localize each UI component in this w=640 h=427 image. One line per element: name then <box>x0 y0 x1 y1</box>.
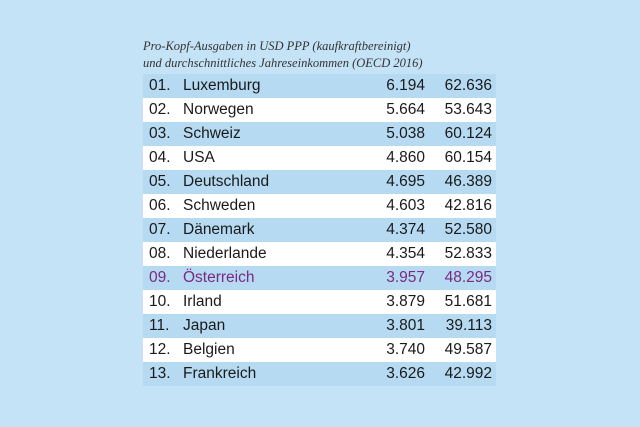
rank-cell: 06. <box>149 197 171 214</box>
income-cell: 60.124 <box>444 125 492 142</box>
table-row: 05. Deutschland 4.695 46.389 <box>143 170 496 194</box>
rank-cell: 03. <box>149 125 171 142</box>
table-row: 01. Luxemburg 6.194 62.636 <box>143 74 496 98</box>
table-row: 04. USA 4.860 60.154 <box>143 146 496 170</box>
caption-line-2: und durchschnittliches Jahreseinkommen (… <box>143 56 423 70</box>
spending-cell: 3.879 <box>386 293 425 310</box>
table-row: 12. Belgien 3.740 49.587 <box>143 338 496 362</box>
country-cell: Schweden <box>183 197 256 214</box>
rank-cell: 10. <box>149 293 171 310</box>
table-row: 07. Dänemark 4.374 52.580 <box>143 218 496 242</box>
rank-cell: 05. <box>149 173 171 190</box>
country-cell: USA <box>183 149 215 166</box>
country-cell: Dänemark <box>183 221 255 238</box>
country-cell: Belgien <box>183 341 235 358</box>
income-cell: 51.681 <box>444 293 492 310</box>
spending-cell: 6.194 <box>386 77 425 94</box>
income-cell: 52.833 <box>444 245 492 262</box>
ranking-table: 01. Luxemburg 6.194 62.636 02. Norwegen 5.664 5… <box>143 74 496 386</box>
country-cell: Schweiz <box>183 125 241 142</box>
spending-cell: 3.957 <box>386 269 425 286</box>
country-cell: Österreich <box>183 269 255 286</box>
country-cell: Niederlande <box>183 245 267 262</box>
income-cell: 62.636 <box>444 77 492 94</box>
table-row: 02. Norwegen 5.664 53.643 <box>143 98 496 122</box>
table-row: 03. Schweiz 5.038 60.124 <box>143 122 496 146</box>
spending-cell: 4.603 <box>386 197 425 214</box>
country-cell: Deutschland <box>183 173 270 190</box>
rank-cell: 08. <box>149 245 171 262</box>
rank-cell: 12. <box>149 341 171 358</box>
spending-cell: 5.038 <box>386 125 425 142</box>
income-cell: 53.643 <box>444 101 492 118</box>
rank-cell: 09. <box>149 269 171 286</box>
spending-cell: 4.374 <box>386 221 425 238</box>
spending-cell: 5.664 <box>386 101 425 118</box>
income-cell: 49.587 <box>444 341 492 358</box>
table-row: 13. Frankreich 3.626 42.992 <box>143 362 496 386</box>
rank-cell: 01. <box>149 77 171 94</box>
spending-cell: 3.740 <box>386 341 425 358</box>
income-cell: 46.389 <box>444 173 492 190</box>
table-row: 06. Schweden 4.603 42.816 <box>143 194 496 218</box>
table-row: 10. Irland 3.879 51.681 <box>143 290 496 314</box>
country-cell: Frankreich <box>183 365 257 382</box>
rank-cell: 02. <box>149 101 171 118</box>
income-cell: 60.154 <box>444 149 492 166</box>
spending-cell: 3.801 <box>386 317 425 334</box>
rank-cell: 07. <box>149 221 171 238</box>
country-cell: Luxemburg <box>183 77 261 94</box>
income-cell: 39.113 <box>445 317 492 334</box>
country-cell: Japan <box>183 317 226 334</box>
income-cell: 48.295 <box>444 269 492 286</box>
spending-cell: 4.354 <box>386 245 425 262</box>
rank-cell: 11. <box>149 317 170 334</box>
spending-cell: 3.626 <box>386 365 425 382</box>
table-row: 08. Niederlande 4.354 52.833 <box>143 242 496 266</box>
spending-cell: 4.695 <box>386 173 425 190</box>
table-caption: Pro-Kopf-Ausgaben in USD PPP (kaufkraftb… <box>143 38 503 72</box>
country-cell: Norwegen <box>183 101 254 118</box>
table-row: 09. Österreich 3.957 48.295 <box>143 266 496 290</box>
income-cell: 42.816 <box>444 197 492 214</box>
rank-cell: 13. <box>149 365 171 382</box>
table-row: 11. Japan 3.801 39.113 <box>143 314 496 338</box>
income-cell: 42.992 <box>444 365 492 382</box>
rank-cell: 04. <box>149 149 171 166</box>
country-cell: Irland <box>183 293 222 310</box>
spending-cell: 4.860 <box>386 149 425 166</box>
income-cell: 52.580 <box>444 221 492 238</box>
caption-line-1: Pro-Kopf-Ausgaben in USD PPP (kaufkraftb… <box>143 39 411 53</box>
